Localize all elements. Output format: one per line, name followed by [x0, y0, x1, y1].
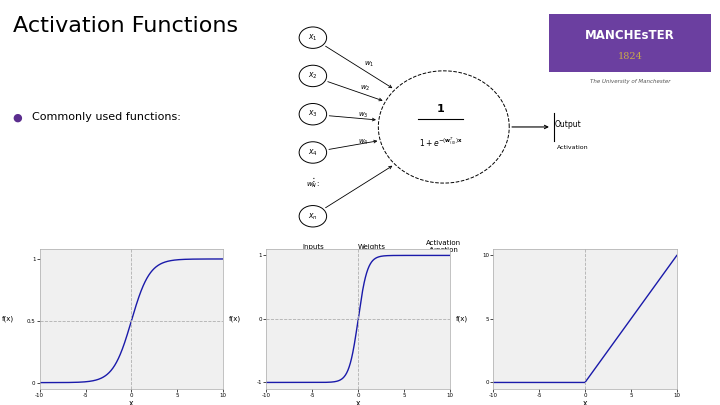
Text: Output: Output [555, 120, 582, 129]
Text: $\mathbf{1}$: $\mathbf{1}$ [436, 102, 445, 114]
Y-axis label: f(x): f(x) [228, 315, 240, 322]
Text: $w_N:$: $w_N:$ [305, 181, 320, 190]
Text: $1+e^{-(\mathbf{w}_{(0)}^T)\mathbf{x}}$: $1+e^{-(\mathbf{w}_{(0)}^T)\mathbf{x}}$ [418, 136, 462, 149]
X-axis label: x: x [129, 399, 134, 405]
X-axis label: x: x [582, 399, 588, 405]
Text: $w_2$: $w_2$ [360, 84, 371, 93]
Text: $x_3$: $x_3$ [308, 109, 318, 119]
Circle shape [299, 206, 327, 227]
Y-axis label: f(x): f(x) [1, 315, 14, 322]
Text: ●: ● [13, 113, 22, 122]
Text: $x_4$: $x_4$ [308, 147, 318, 158]
X-axis label: x: x [356, 399, 361, 405]
Text: $x_n$: $x_n$ [308, 211, 318, 222]
Text: 1824: 1824 [618, 52, 642, 61]
Text: The University of Manchester: The University of Manchester [590, 79, 670, 84]
Text: Activation
function: Activation function [426, 241, 462, 254]
Text: $x_2$: $x_2$ [308, 71, 318, 81]
Text: $\vdots$: $\vdots$ [307, 175, 315, 188]
Text: $w_3$: $w_3$ [358, 111, 368, 120]
Circle shape [299, 104, 327, 125]
Text: Activation Functions: Activation Functions [13, 16, 238, 36]
Y-axis label: f(x): f(x) [455, 315, 467, 322]
Text: Activation: Activation [557, 145, 588, 150]
Text: MANCHEsTER: MANCHEsTER [585, 30, 675, 43]
Circle shape [299, 142, 327, 163]
Text: $x_1$: $x_1$ [308, 32, 318, 43]
Circle shape [299, 65, 327, 87]
Text: Commonly used functions:: Commonly used functions: [32, 113, 181, 122]
FancyBboxPatch shape [549, 14, 711, 72]
Text: Weights: Weights [358, 244, 386, 250]
Circle shape [299, 27, 327, 48]
Text: $w_4$: $w_4$ [358, 138, 369, 147]
Text: Inputs: Inputs [302, 244, 324, 250]
Text: $w_1$: $w_1$ [364, 60, 374, 69]
